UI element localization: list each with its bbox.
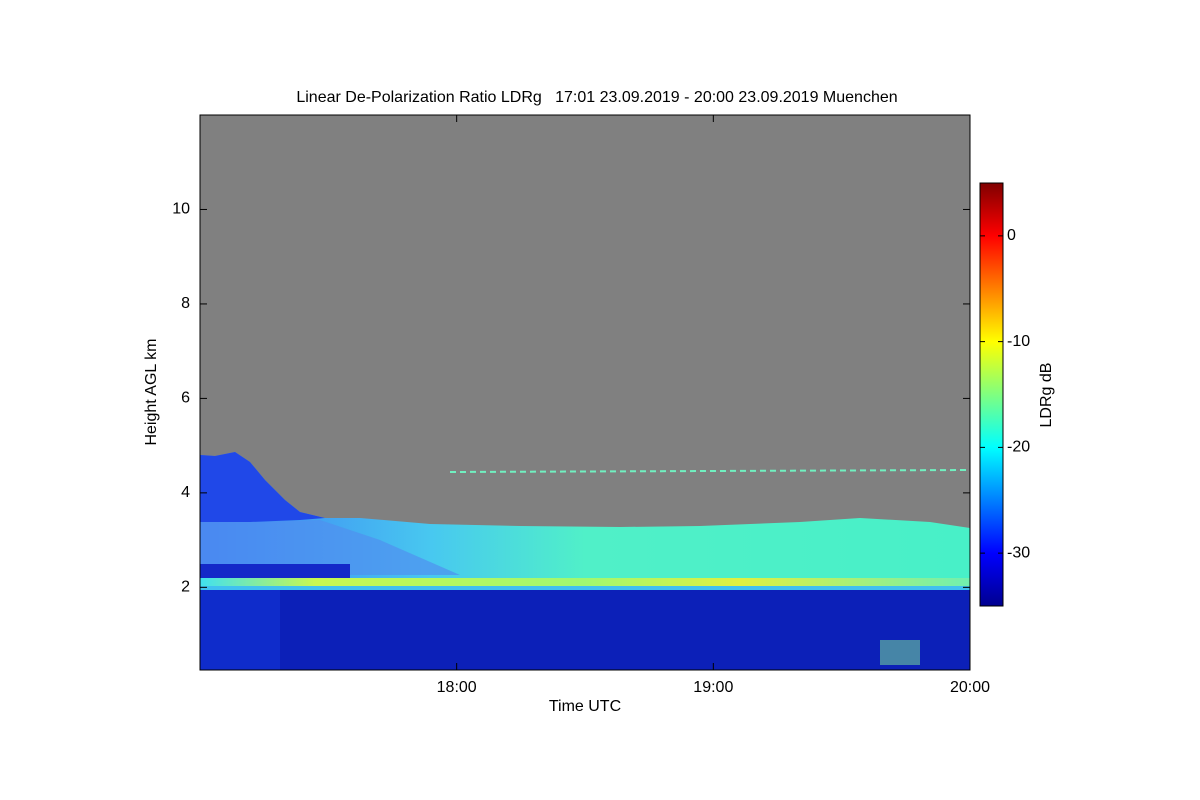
colorbar-tick-label: 0 <box>1007 227 1016 244</box>
colorbar-label: LDRg dB <box>1038 363 1055 428</box>
y-tick-label: 2 <box>181 579 190 596</box>
y-tick-label: 8 <box>181 295 190 312</box>
colorbar <box>979 182 1004 607</box>
y-tick-label: 4 <box>181 484 190 501</box>
colorbar-tick-label: -10 <box>1007 333 1030 350</box>
x-tick-label: 18:00 <box>437 679 477 696</box>
colorbar-tick-label: -30 <box>1007 544 1030 561</box>
plot-frame <box>199 114 971 671</box>
x-axis-label: Time UTC <box>549 698 621 715</box>
lidar-field <box>200 115 970 670</box>
chart-title: Linear De-Polarization Ratio LDRg 17:01 … <box>296 89 897 106</box>
y-axis-label: Height AGL km <box>143 338 160 445</box>
y-tick-label: 6 <box>181 390 190 407</box>
x-tick-label: 19:00 <box>693 679 733 696</box>
x-tick-label: 20:00 <box>950 679 990 696</box>
y-tick-label: 10 <box>172 201 190 218</box>
colorbar-tick-label: -20 <box>1007 439 1030 456</box>
